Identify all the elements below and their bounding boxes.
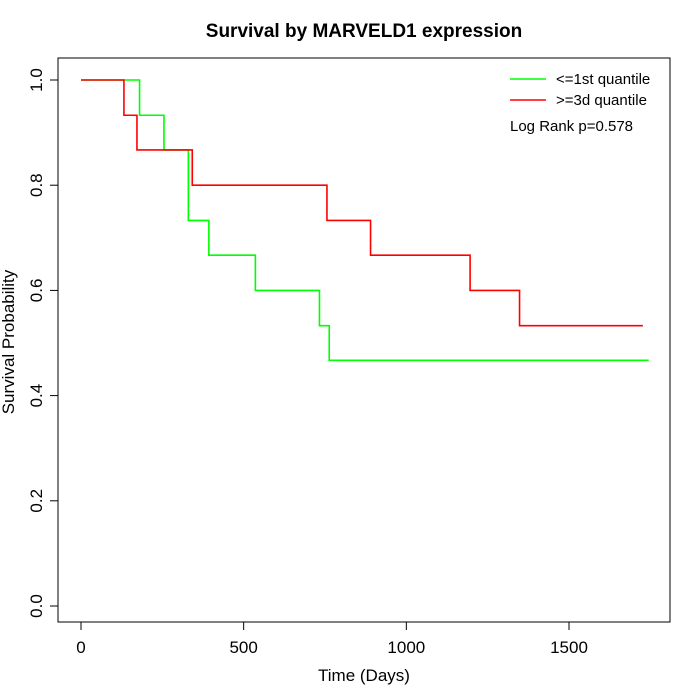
x-tick-label: 0 bbox=[76, 638, 85, 657]
chart-title: Survival by MARVELD1 expression bbox=[206, 21, 522, 42]
log-rank-annotation: Log Rank p=0.578 bbox=[510, 118, 633, 135]
y-tick-label: 0.8 bbox=[27, 173, 46, 197]
series-line-2 bbox=[81, 79, 643, 327]
series-layer bbox=[81, 79, 649, 362]
y-axis: 0.0 0.2 0.4 0.6 0.8 1.0 bbox=[27, 68, 59, 618]
x-tick-label: 1500 bbox=[550, 638, 588, 657]
x-axis-label: Time (Days) bbox=[318, 666, 410, 685]
series-line-1 bbox=[81, 79, 649, 362]
plot-frame bbox=[57, 57, 671, 623]
legend-label-2: >=3d quantile bbox=[556, 92, 647, 109]
y-tick-label: 0.0 bbox=[27, 594, 46, 618]
x-axis: 0 500 1000 1500 bbox=[76, 621, 588, 657]
y-tick-label: 1.0 bbox=[27, 68, 46, 92]
legend: <=1st quantile >=3d quantile bbox=[510, 71, 650, 109]
x-tick-label: 1000 bbox=[387, 638, 425, 657]
legend-label-1: <=1st quantile bbox=[556, 71, 650, 88]
y-axis-label: Survival Probability bbox=[0, 269, 18, 414]
y-tick-label: 0.2 bbox=[27, 489, 46, 513]
y-tick-label: 0.4 bbox=[27, 384, 46, 408]
y-tick-label: 0.6 bbox=[27, 279, 46, 303]
x-tick-label: 500 bbox=[229, 638, 257, 657]
